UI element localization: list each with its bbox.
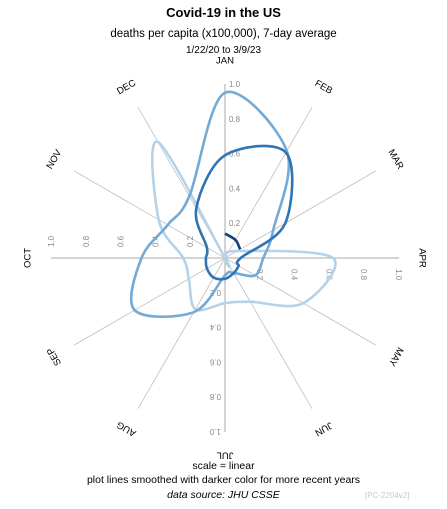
series-line-2020 xyxy=(150,140,337,312)
data-series xyxy=(129,90,337,319)
tick-label: 1.0 xyxy=(394,269,403,281)
version-tag: [PC-2204v2] xyxy=(365,491,410,500)
tick-label: 0.8 xyxy=(209,392,221,401)
tick-label: 1.0 xyxy=(209,427,221,436)
tick-label: 0.8 xyxy=(359,269,368,281)
tick-label: 0.2 xyxy=(255,269,264,281)
month-label-jan: JAN xyxy=(216,56,234,67)
tick-label: 0.4 xyxy=(229,184,241,193)
month-label-nov: NOV xyxy=(44,147,64,171)
chart-subtitle: deaths per capita (x100,000), 7-day aver… xyxy=(110,28,337,40)
tick-label: 0.2 xyxy=(229,219,241,228)
month-label-dec: DEC xyxy=(115,78,138,98)
tick-label: 0.2 xyxy=(186,235,195,247)
tick-label: 0.8 xyxy=(229,115,241,124)
spoke-mar xyxy=(224,170,376,259)
month-label-feb: FEB xyxy=(313,78,335,97)
series-line-2021 xyxy=(129,90,291,319)
spoke-aug xyxy=(137,257,226,409)
tick-label: 0.6 xyxy=(324,269,333,281)
month-label-sep: SEP xyxy=(45,346,64,368)
series-line-2023 xyxy=(224,232,242,250)
tick-label: 0.8 xyxy=(82,235,91,247)
tick-label: 0.6 xyxy=(229,150,241,159)
data-source: data source: JHU CSSE xyxy=(167,489,280,501)
tick-label: 0.4 xyxy=(209,323,221,332)
spoke-feb xyxy=(224,107,313,259)
spoke-jun xyxy=(224,257,313,409)
month-label-jul: JUL xyxy=(217,449,234,460)
tick-label: 0.6 xyxy=(117,235,126,247)
tick-label: 1.0 xyxy=(229,80,241,89)
radial-tick-labels: 0.2 0.2 0.2 0.2 0.4 0.4 0.4 0.4 0.6 0.6 0.6 0.6 0.8 0… xyxy=(47,80,403,436)
month-label-oct: OCT xyxy=(23,248,34,268)
smoothing-note: plot lines smoothed with darker color fo… xyxy=(86,474,361,486)
spoke-nov xyxy=(74,170,226,259)
month-label-jun: JUN xyxy=(313,419,335,438)
spoke-sep xyxy=(74,257,226,346)
tick-label: 0.4 xyxy=(151,235,160,247)
date-range: 1/22/20 to 3/9/23 xyxy=(185,45,262,56)
scale-note: scale = linear xyxy=(192,460,255,472)
month-label-mar: MAR xyxy=(386,148,406,172)
tick-label: 0.6 xyxy=(209,357,221,366)
tick-label: 0.4 xyxy=(290,269,299,281)
tick-label: 1.0 xyxy=(47,235,56,247)
month-label-may: MAY xyxy=(386,345,406,368)
month-label-aug: AUG xyxy=(115,419,138,439)
spoke-may xyxy=(224,257,376,346)
month-label-apr: APR xyxy=(416,248,427,268)
series-line-2022 xyxy=(194,144,294,281)
chart-title: Covid-19 in the US xyxy=(166,5,281,20)
tick-label: 0.2 xyxy=(209,288,221,297)
